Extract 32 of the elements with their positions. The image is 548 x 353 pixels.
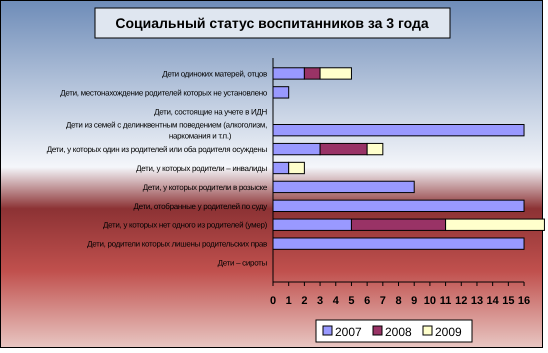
y-tick-label: Дети, состоящие на учете в ИДН <box>154 107 268 116</box>
chart-title: Социальный статус воспитанников за 3 года <box>115 15 429 31</box>
x-tick-label: 16 <box>518 295 530 307</box>
y-tick-label: Дети – сироты <box>218 258 268 268</box>
y-tick-label: Дети из семей с делинквентным поведением (алкоголизм, наркомания и т.п.) <box>66 120 268 141</box>
x-tick-label: 14 <box>486 295 500 307</box>
x-tick-label: 5 <box>348 295 355 307</box>
x-tick-label: 6 <box>364 295 370 307</box>
y-tick-label: Дети, у которых родители в розыске <box>142 182 268 192</box>
y-tick-label: Дети, у которых родители – инвалиды <box>136 164 268 173</box>
x-tick-label: 1 <box>286 295 292 307</box>
x-tick-label: 11 <box>440 295 452 307</box>
legend-label: 2008 <box>385 325 412 339</box>
x-tick-label: 7 <box>380 295 386 307</box>
legend-label: 2009 <box>435 325 462 339</box>
y-tick-label: Дети, отобранные у родителей по суду <box>134 202 268 211</box>
x-tick-label: 8 <box>395 295 402 307</box>
x-tick-label: 10 <box>424 295 436 307</box>
legend-label: 2007 <box>335 325 362 339</box>
y-tick-label: Дети, родители которых лишены родительских прав <box>87 240 268 249</box>
x-tick-label: 15 <box>502 295 514 307</box>
x-tick-label: 3 <box>317 295 324 307</box>
y-tick-label: Дети одиноких матерей, отцов <box>162 69 268 78</box>
y-tick-label: Дети, у которых один из родителей или оба родителя осуждены <box>46 145 268 154</box>
y-tick-label: Дети, у которых нет одного из родителей (умер) <box>102 220 268 230</box>
x-tick-label: 2 <box>301 295 308 307</box>
x-tick-label: 12 <box>455 295 468 307</box>
y-tick-label: Дети, местонахождение родителей которых не установлено <box>60 88 268 98</box>
x-tick-label: 9 <box>411 295 418 307</box>
x-tick-label: 4 <box>332 295 340 307</box>
x-tick-label: 13 <box>470 295 484 307</box>
x-tick-label: 0 <box>270 295 276 307</box>
